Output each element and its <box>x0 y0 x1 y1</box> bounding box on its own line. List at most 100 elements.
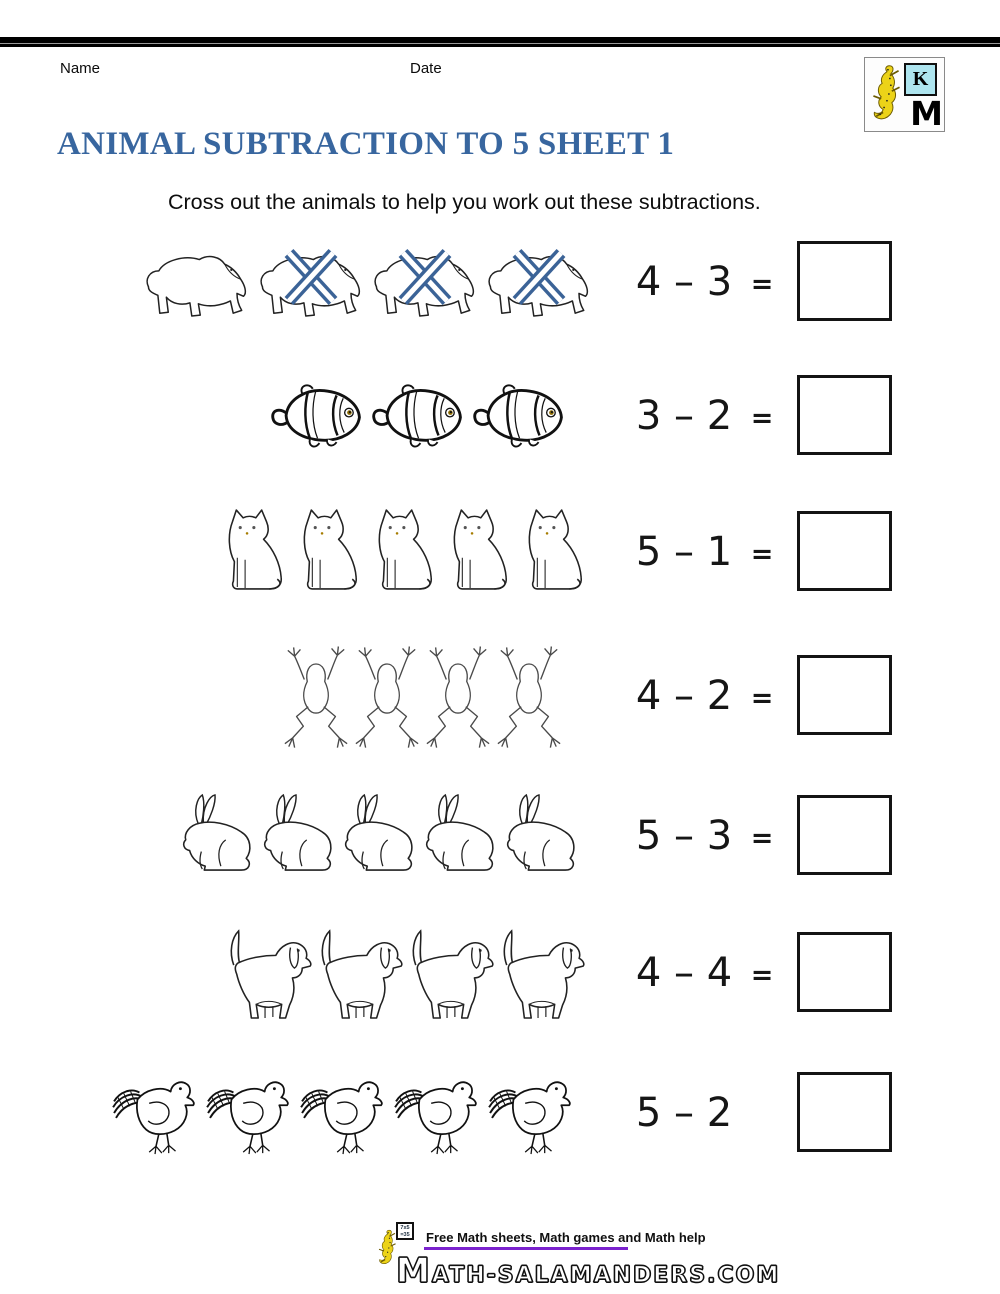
cat-icon <box>228 509 283 590</box>
equals-sign: = <box>750 539 774 570</box>
dog-icon <box>503 929 585 1019</box>
problem-row-7: 5 – 2 <box>0 1072 1000 1204</box>
frog-icon <box>426 646 490 748</box>
problem-row-4: 4 – 2 = <box>0 646 1000 787</box>
problem-row-1: 4 – 3 = <box>0 241 1000 373</box>
problem-row-2: 3 – 2 = <box>0 375 1000 507</box>
dog-icon <box>230 929 312 1019</box>
clownfish-icon <box>271 384 361 448</box>
answer-box[interactable] <box>797 795 892 875</box>
answer-box[interactable] <box>797 1072 892 1152</box>
polar-bear-image <box>140 249 253 325</box>
polar-bear-icon <box>146 255 247 317</box>
polar-bear-image <box>482 248 595 325</box>
rabbit-icon <box>425 793 494 871</box>
page-title: ANIMAL SUBTRACTION TO 5 SHEET 1 <box>57 126 675 162</box>
cat-image <box>212 507 286 596</box>
equals-sign: = <box>750 683 774 714</box>
logo-m-letter: M <box>910 94 943 133</box>
animal-group <box>110 1076 579 1161</box>
clownfish-image <box>470 379 570 454</box>
cat-image <box>437 507 511 596</box>
cat-image <box>287 507 361 596</box>
date-label: Date <box>410 60 442 77</box>
equals-sign: = <box>750 823 774 854</box>
footer-rule <box>424 1247 628 1250</box>
cat-icon <box>378 509 433 590</box>
rabbit-icon <box>506 793 575 871</box>
cross-out-mark <box>398 248 451 306</box>
top-rule <box>0 37 1000 47</box>
dog-image <box>404 926 494 1025</box>
polar-bear-image <box>368 248 481 325</box>
problem-row-5: 5 – 3 = <box>0 793 1000 927</box>
animal-group <box>175 793 579 878</box>
rabbit-image <box>418 793 498 878</box>
rabbit-image <box>256 793 336 878</box>
rabbit-image <box>175 793 255 878</box>
dog-image <box>495 926 585 1025</box>
animal-group <box>222 926 585 1025</box>
rabbit-image <box>499 793 579 878</box>
cat-icon <box>453 509 508 590</box>
salamander-icon <box>873 65 900 120</box>
dog-icon <box>321 929 403 1019</box>
frog-icon <box>355 646 419 748</box>
animal-group <box>140 248 595 325</box>
animal-group <box>212 507 586 596</box>
polar-bear-image <box>254 248 367 325</box>
frog-image <box>494 646 564 757</box>
frog-icon <box>284 646 348 748</box>
equation-text: 5 – 1 <box>635 529 733 575</box>
equals-sign: = <box>750 960 774 991</box>
cross-out-mark <box>284 248 337 306</box>
equals-sign: = <box>750 269 774 300</box>
problem-row-3: 5 – 1 = <box>0 509 1000 643</box>
bird-image <box>486 1076 579 1161</box>
frog-image <box>352 646 422 757</box>
dog-icon <box>412 929 494 1019</box>
rabbit-icon <box>344 793 413 871</box>
bird-image <box>110 1076 203 1161</box>
animal-group <box>281 646 564 757</box>
footer-text-block: Free Math sheets, Math games and Math he… <box>395 1220 780 1292</box>
frog-image <box>281 646 351 757</box>
bird-icon <box>394 1081 477 1155</box>
answer-box[interactable] <box>797 375 892 455</box>
equation-text: 4 – 2 <box>635 673 733 719</box>
equation-text: 5 – 2 <box>635 1090 733 1136</box>
frog-image <box>423 646 493 757</box>
rabbit-icon <box>182 793 251 871</box>
problem-row-6: 4 – 4 = <box>0 929 1000 1064</box>
dog-image <box>313 926 403 1025</box>
equation-text: 3 – 2 <box>635 393 733 439</box>
footer-tagline: Free Math sheets, Math games and Math he… <box>426 1230 706 1245</box>
footer-brand: Math-Salamanders.com <box>395 1250 781 1291</box>
equation-text: 4 – 4 <box>635 950 733 996</box>
cross-out-mark <box>512 248 565 306</box>
chalkboard-line2: =35 <box>400 1231 410 1238</box>
dog-image <box>222 926 312 1025</box>
bird-icon <box>300 1081 383 1155</box>
clownfish-icon <box>372 384 462 448</box>
answer-box[interactable] <box>797 241 892 321</box>
bird-icon <box>488 1081 571 1155</box>
answer-box[interactable] <box>797 511 892 591</box>
cat-image <box>512 507 586 596</box>
equation-text: 4 – 3 <box>635 259 733 305</box>
name-label: Name <box>60 60 101 77</box>
cat-image <box>362 507 436 596</box>
salamander-icon <box>378 1229 396 1264</box>
clownfish-image <box>268 379 368 454</box>
cat-icon <box>303 509 358 590</box>
answer-box[interactable] <box>797 932 892 1012</box>
rabbit-image <box>337 793 417 878</box>
rabbit-icon <box>263 793 332 871</box>
site-logo: K M <box>864 57 945 132</box>
equation-text: 5 – 3 <box>635 813 733 859</box>
answer-box[interactable] <box>797 655 892 735</box>
logo-k-letter: K <box>912 68 929 90</box>
footer: 7x5 =35 Free Math sheets, Math games and… <box>376 1220 780 1292</box>
bird-image <box>298 1076 391 1161</box>
